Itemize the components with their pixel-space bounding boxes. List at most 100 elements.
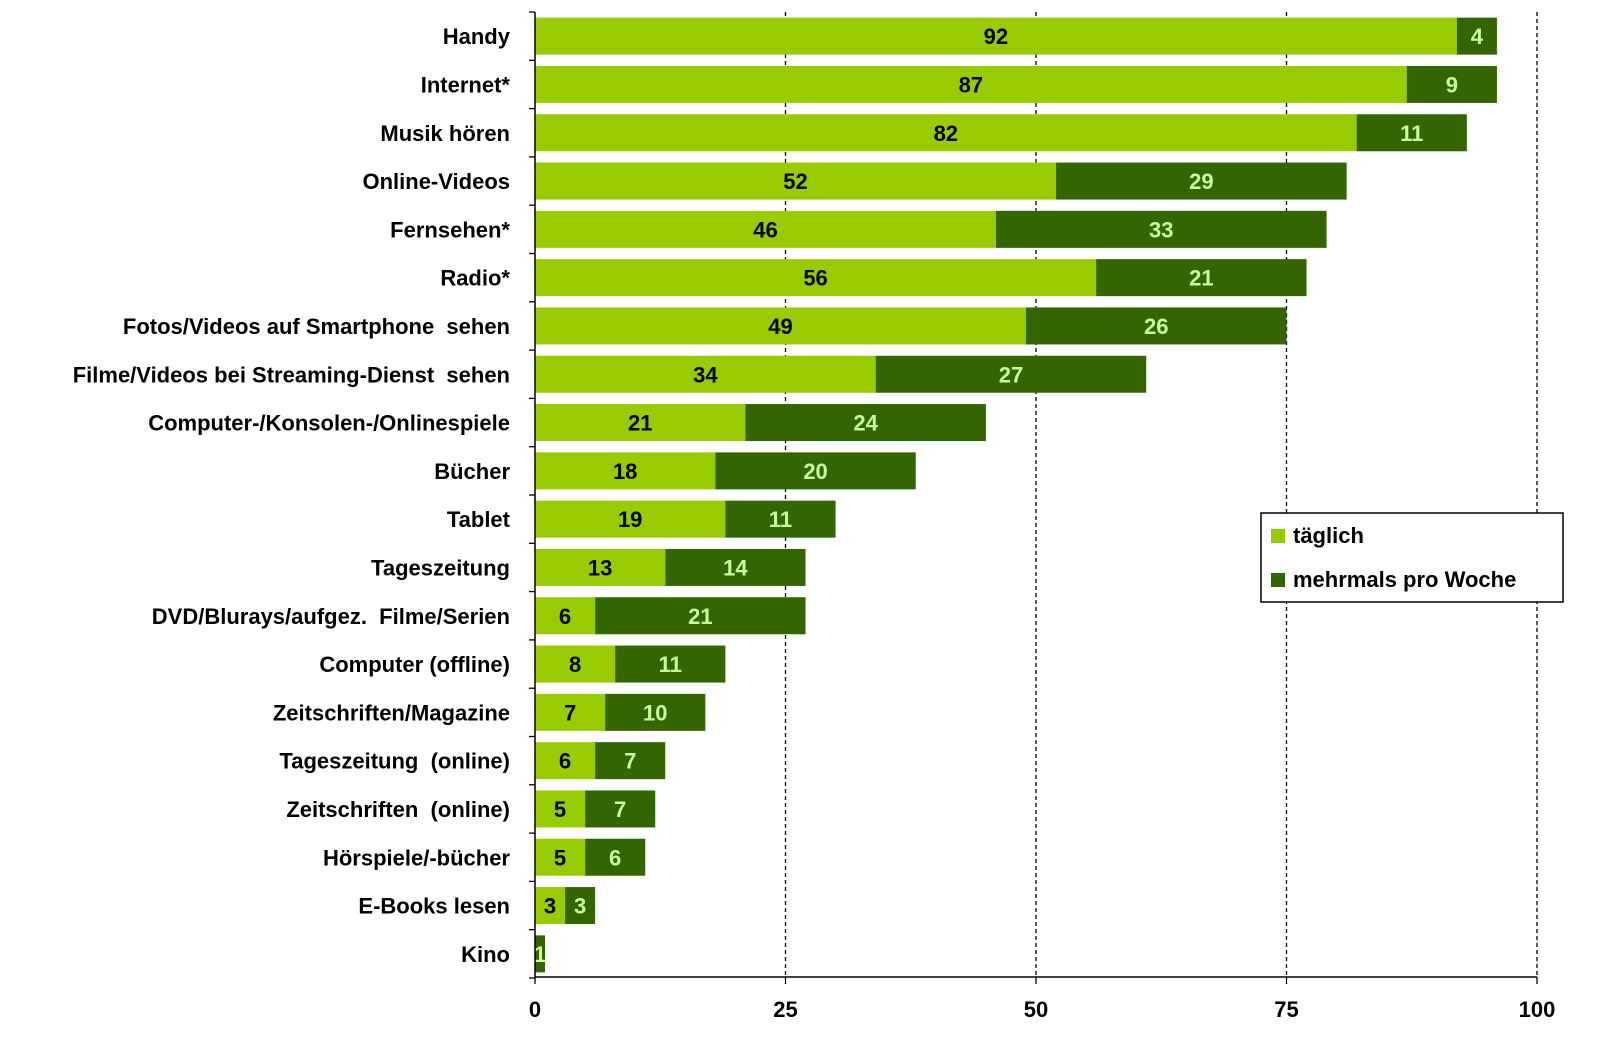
bar-segment-taeglich [535,355,876,393]
legend-box [1260,512,1564,603]
data-label: 5 [554,797,566,822]
bar-segment-mehrmals [875,355,1147,393]
category-label: Fernsehen* [390,217,510,242]
bar-segment-taeglich [535,17,1457,55]
bar-segment-taeglich [535,404,746,442]
category-label: Zeitschriften/Magazine [273,700,510,725]
bar-segment-mehrmals [535,935,546,973]
bar-segment-taeglich [535,790,586,828]
bar-segment-taeglich [535,500,726,538]
legend-label: täglich [1293,523,1364,548]
bar-segment-mehrmals [1406,65,1497,103]
data-label: 6 [559,749,571,774]
data-label: 52 [783,169,807,194]
data-label: 92 [984,24,1008,49]
data-label: 49 [768,314,792,339]
data-label: 11 [1400,121,1423,146]
data-label: 8 [569,652,581,677]
bar-segment-mehrmals [595,742,666,780]
bar-segment-taeglich [535,742,596,780]
data-label: 6 [559,604,571,629]
bar-row: 56 21 [535,259,1307,297]
bar-row: 87 9 [535,65,1497,103]
x-tick-label: 75 [1274,997,1298,1022]
x-tick-label: 50 [1024,997,1048,1022]
bar-segment-taeglich [535,693,606,731]
category-label: Zeitschriften (online) [286,797,510,822]
data-label: 82 [934,121,958,146]
bar-row: 34 27 [535,355,1147,393]
data-label: 3 [544,894,556,919]
data-label: 19 [618,507,642,532]
data-label: 7 [614,797,626,822]
bar-segment-taeglich [535,162,1057,200]
data-label: 7 [624,749,636,774]
bar-segment-mehrmals [1356,114,1467,152]
bar-segment-mehrmals [725,500,836,538]
bar-row: 92 4 [535,17,1497,55]
bar-segment-taeglich [535,887,566,925]
bar-segment-taeglich [535,65,1407,103]
data-label: 11 [659,652,682,677]
bar-segment-taeglich [535,838,586,876]
bar-segment-taeglich [535,114,1357,152]
category-label: Tageszeitung (online) [279,749,510,774]
data-label: 10 [643,700,667,725]
bar-segment-mehrmals [585,790,656,828]
bar-segment-mehrmals [745,404,986,442]
bar-segment-taeglich [535,307,1026,345]
data-label: 29 [1189,169,1213,194]
bar-row: 7 10 [535,693,706,731]
data-label: 18 [613,459,637,484]
bar-row: 19 11 [535,500,836,538]
data-label: 5 [554,845,566,870]
data-label: 14 [723,555,748,580]
bar-row: 6 21 [535,597,806,635]
category-label: Filme/Videos bei Streaming-Dienst sehen [73,362,510,387]
category-label: Musik hören [380,121,510,146]
bar-row: 21 24 [535,404,986,442]
data-label: 7 [564,700,576,725]
bar-segment-mehrmals [715,452,916,490]
bar-segment-mehrmals [585,838,646,876]
category-label: Bücher [434,459,510,484]
data-label: 87 [959,72,983,97]
category-label: Tageszeitung [371,555,510,580]
bar-segment-taeglich [535,452,716,490]
data-label: 56 [803,266,827,291]
legend-swatch [1271,573,1285,587]
data-label: 20 [803,459,827,484]
data-label: 34 [693,362,718,387]
data-label: 1 [534,942,546,967]
data-label: 33 [1149,217,1173,242]
bar-segment-mehrmals [1056,162,1347,200]
category-label: Hörspiele/-bücher [323,845,510,870]
bar-row: 8 11 [535,645,726,683]
data-label: 46 [753,217,777,242]
bar-segment-taeglich [535,645,616,683]
legend: täglich mehrmals pro Woche [1260,512,1564,603]
bar-segment-mehrmals [1456,17,1497,55]
category-label: Fotos/Videos auf Smartphone sehen [123,314,510,339]
bar-segment-mehrmals [595,597,806,635]
bar-segment-taeglich [535,597,596,635]
bar-segment-mehrmals [1025,307,1287,345]
data-label: 24 [853,411,878,436]
data-label: 26 [1144,314,1168,339]
data-label: 21 [688,604,712,629]
bar-segment-taeglich [535,210,996,248]
bar-row: 52 29 [535,162,1347,200]
axes: 0 25 50 75 100 [529,11,1556,1022]
bar-row: 1 [534,935,546,973]
x-tick-label: 100 [1519,997,1556,1022]
category-label: Online-Videos [362,169,510,194]
x-tick-label: 0 [529,997,541,1022]
legend-swatch [1271,529,1285,543]
category-label: Handy [443,24,511,49]
